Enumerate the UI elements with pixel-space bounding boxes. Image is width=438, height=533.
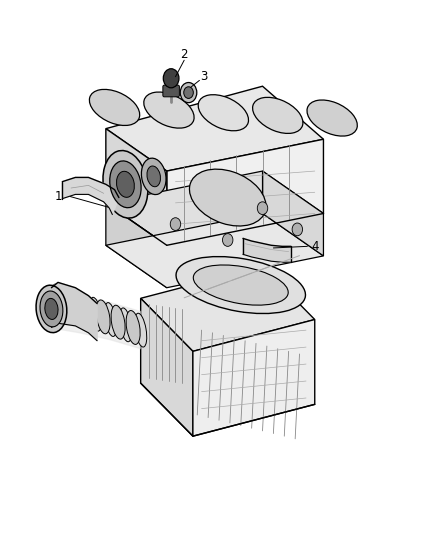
Ellipse shape [253, 98, 303, 133]
Ellipse shape [307, 100, 357, 136]
Polygon shape [51, 282, 97, 341]
Ellipse shape [45, 298, 58, 319]
Circle shape [223, 233, 233, 246]
Ellipse shape [66, 289, 80, 323]
Ellipse shape [110, 161, 141, 208]
Ellipse shape [36, 285, 67, 333]
Ellipse shape [190, 169, 266, 226]
Ellipse shape [60, 287, 71, 320]
Text: 1: 1 [54, 190, 62, 203]
Polygon shape [262, 171, 323, 256]
Polygon shape [106, 214, 323, 288]
FancyBboxPatch shape [163, 85, 180, 97]
Ellipse shape [51, 284, 65, 318]
Ellipse shape [198, 95, 248, 131]
Polygon shape [58, 292, 141, 349]
Ellipse shape [134, 313, 147, 347]
Ellipse shape [105, 303, 117, 336]
Circle shape [292, 223, 303, 236]
Text: 4: 4 [311, 240, 318, 253]
Polygon shape [243, 238, 291, 262]
Circle shape [163, 69, 179, 88]
Polygon shape [193, 319, 315, 436]
Ellipse shape [193, 265, 288, 305]
Ellipse shape [74, 292, 87, 326]
Ellipse shape [147, 166, 160, 187]
Polygon shape [106, 203, 167, 288]
Ellipse shape [89, 90, 140, 125]
Ellipse shape [176, 256, 305, 313]
Ellipse shape [96, 300, 110, 334]
Ellipse shape [141, 158, 166, 195]
Polygon shape [106, 171, 323, 245]
Text: 3: 3 [200, 70, 208, 83]
Ellipse shape [81, 295, 95, 328]
Polygon shape [62, 177, 119, 215]
Polygon shape [106, 86, 323, 171]
Polygon shape [106, 128, 167, 245]
Ellipse shape [126, 311, 140, 344]
Ellipse shape [117, 171, 134, 197]
Ellipse shape [40, 291, 63, 327]
Text: 2: 2 [180, 48, 188, 61]
Polygon shape [167, 139, 323, 245]
Ellipse shape [144, 92, 194, 128]
Ellipse shape [184, 87, 193, 99]
Polygon shape [141, 298, 193, 436]
Circle shape [170, 217, 181, 230]
Circle shape [257, 202, 268, 215]
Ellipse shape [180, 83, 197, 103]
Ellipse shape [103, 150, 148, 218]
Ellipse shape [111, 305, 125, 339]
Ellipse shape [89, 297, 102, 331]
Ellipse shape [120, 308, 132, 342]
Polygon shape [141, 266, 315, 351]
